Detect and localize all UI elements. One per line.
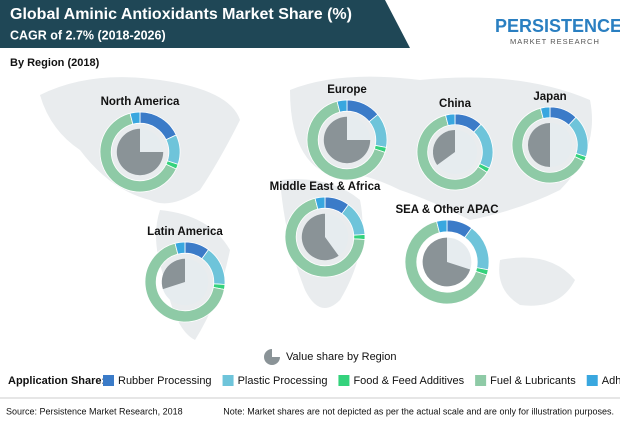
ring-segment [99,112,177,193]
region-label: China [439,98,472,110]
region-share-slice [422,237,471,287]
legend-swatch [222,375,234,386]
legend-swatch [475,375,487,386]
legend-label: Fuel & Lubricants [490,375,576,387]
ring-segment [336,99,348,113]
region-label: North America [101,96,180,108]
ring-segment [404,220,488,305]
ring-segment [174,241,186,255]
chart-title: Global Aminic Antioxidants Market Share … [10,6,352,23]
logo-name: PERSISTENCE [495,16,620,36]
region-label: SEA & Other APAC [395,204,498,216]
ring-segment [540,106,551,119]
ring-segment [306,100,386,181]
legend-label: Plastic Processing [238,375,328,387]
legend-label: Rubber Processing [118,375,212,387]
legend-title: Application Share: [8,375,105,387]
source: Source: Persistence Market Research, 201… [6,406,183,416]
region-share-slice [161,258,185,290]
header-band [0,0,410,48]
logo-tagline: MARKET RESEARCH [510,37,600,46]
region-share-slice [116,128,164,176]
ring-segment [445,113,456,126]
section-label: By Region (2018) [10,57,100,69]
region-share-slice [301,213,339,261]
ring-segment [144,242,225,323]
region-label: Middle East & Africa [270,181,381,193]
legend-label: Adhesives [602,375,620,387]
note: Note: Market shares are not depicted as … [223,406,614,416]
region-label: Europe [327,84,367,96]
chart-subtitle: CAGR of 2.7% (2018-2026) [10,28,166,42]
ring-segment [284,197,366,278]
legend-swatch [586,375,598,386]
legend-label: Value share by Region [286,351,396,363]
region-label: Latin America [147,226,223,238]
ring-segment [129,111,141,125]
legend-swatch [264,349,280,365]
ring-segment [314,196,326,210]
region-share-slice [432,129,455,165]
region-label: Japan [533,91,566,103]
ring-segment [436,219,448,234]
legend-label: Food & Feed Additives [353,375,464,387]
legend-swatch [103,375,114,386]
region-share-slice [527,122,550,168]
region-share-slice [323,116,371,164]
legend-swatch [338,375,350,386]
